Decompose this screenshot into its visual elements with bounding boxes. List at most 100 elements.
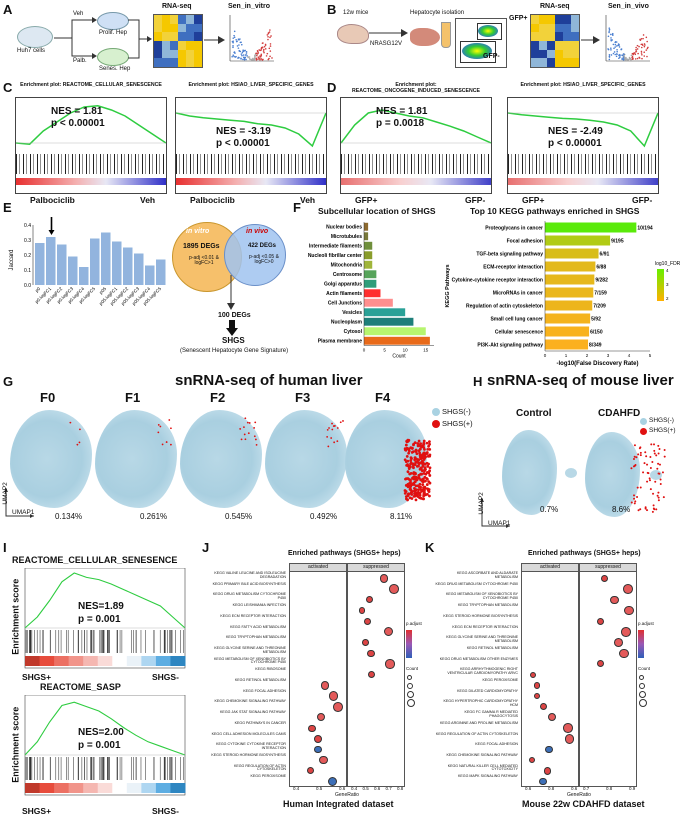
shgs-pos-cell xyxy=(426,447,430,451)
volcano-point xyxy=(632,58,634,60)
e-bar xyxy=(35,243,45,285)
volcano-point xyxy=(247,56,249,58)
heatmap-cell xyxy=(563,32,571,41)
shgs-pos-cell xyxy=(157,423,160,426)
kegg-bar xyxy=(545,261,596,272)
shgs-pos-cell xyxy=(248,422,251,424)
subcellular-label: Microtubules xyxy=(331,234,362,240)
volcano-point xyxy=(267,58,270,61)
heatmap-cell xyxy=(571,58,579,67)
gsea-title-1: Enrichment plot: HSIAO_LIVER_SPECIFIC_GE… xyxy=(188,82,314,88)
shgs-pos-cell xyxy=(653,443,656,446)
shgs-pos-cell xyxy=(414,488,417,492)
i-right-2: SHGS- xyxy=(152,806,179,816)
shgs-pos-cell xyxy=(663,455,666,458)
kegg-count-label: 5/92 xyxy=(591,316,601,322)
heatmap-cell xyxy=(194,40,202,50)
panelJ-dot xyxy=(333,701,343,712)
kegg-count-label: 9/195 xyxy=(611,238,624,244)
panelJ-pathway-label: KEGG PRIMARY BILE ACID BIOSYNTHESIS xyxy=(212,581,286,586)
e-bar xyxy=(68,256,78,285)
shgs-pos-cell xyxy=(420,489,424,493)
shgs-pos-cell xyxy=(412,475,416,479)
panelK-pathway-label: KEGG MAPK SIGNALING PATHWAY xyxy=(458,774,518,779)
shgs-pos-cell xyxy=(634,500,637,503)
volcano-point xyxy=(614,53,617,56)
shgs-pos-cell xyxy=(652,492,655,495)
volcano-point xyxy=(646,47,649,50)
shgs-pos-cell xyxy=(659,483,662,486)
volcano-point xyxy=(608,56,611,58)
shgs-pos-cell xyxy=(633,502,636,505)
panelK-pathway-label: KEGG ASCORBATE AND ALDARATE METABOLISM xyxy=(457,571,518,579)
panelK-pathway-label: KEGG HYPERTROPHIC CARDIOMYOPATHY HCM xyxy=(443,699,518,708)
subcellular-label: Nuclear bodies xyxy=(326,225,362,231)
shgs-pos-cell xyxy=(637,453,640,456)
legend-h-neg-dot xyxy=(640,418,647,425)
volcano-point xyxy=(623,53,625,56)
heatmap-cell xyxy=(170,32,178,41)
volcano-point xyxy=(237,38,240,40)
volcano-point xyxy=(608,28,611,31)
volcano-point xyxy=(237,47,240,49)
panelJ-dot xyxy=(367,649,375,657)
panelJ-xtick: 0.4 xyxy=(351,786,358,791)
volcano-point xyxy=(614,46,616,48)
volcano-point xyxy=(633,52,636,54)
volcano-point xyxy=(234,52,236,54)
panelK-dot xyxy=(564,733,575,744)
panelK-legend-gradient xyxy=(638,630,644,658)
shgs-pos-cell xyxy=(409,471,413,475)
shgs-pos-cell xyxy=(644,507,647,510)
umap-F1 xyxy=(95,410,177,508)
subcellular-bar-chart: Nuclear bodies Microtubules Intermediate f… xyxy=(308,222,434,360)
kegg-count-label: 8/349 xyxy=(589,342,602,348)
kegg-bar xyxy=(545,274,595,285)
gsea-left-label-1: Palbociclib xyxy=(190,195,235,205)
volcano-point xyxy=(253,57,256,60)
shgs-pos-cell xyxy=(417,488,420,492)
volcano-point xyxy=(262,50,265,52)
volcano-point xyxy=(626,58,628,61)
rank-gradient xyxy=(83,783,99,793)
arrow-nras xyxy=(369,29,408,37)
shgs-pos-cell xyxy=(342,420,344,422)
rank-gradient xyxy=(39,656,55,666)
volcano-point xyxy=(638,45,640,48)
panelJ-xtick: 0.4 xyxy=(293,786,300,791)
shgs-pos-cell xyxy=(645,455,648,458)
shgs-pos-cell xyxy=(633,444,636,447)
shgs-pos-cell xyxy=(421,462,425,466)
volcano-point xyxy=(264,43,267,46)
shgs-pos-cell xyxy=(416,442,420,445)
shgs-pos-cell xyxy=(653,452,656,455)
gsea-hit-bars-2 xyxy=(341,154,491,174)
pct-control: 0.7% xyxy=(540,505,559,514)
kegg-bar xyxy=(545,326,590,337)
shgs-pos-cell xyxy=(646,509,649,512)
shgs-pos-cell xyxy=(657,491,660,494)
kegg-label: PI3K-Akt signaling pathway xyxy=(477,342,543,348)
panelK-dot xyxy=(533,682,541,689)
legend-shgs-pos-dot xyxy=(432,420,440,428)
shgs-pos-cell xyxy=(642,471,645,474)
kegg-xtick: 0 xyxy=(544,353,547,358)
volcano-point xyxy=(254,55,256,58)
shgs-pos-cell xyxy=(422,443,426,446)
shgs-pos-cell xyxy=(653,449,656,452)
heatmap-cell xyxy=(162,32,170,41)
kegg-legend-gradient xyxy=(657,269,664,301)
volcano-point xyxy=(242,56,245,59)
shgs-pos-cell xyxy=(658,463,661,466)
gsea-right-label-3: GFP- xyxy=(632,195,653,205)
e-bar xyxy=(123,247,133,285)
panel-label-j: J xyxy=(202,540,210,555)
shgs-pos-cell xyxy=(408,481,411,485)
heatmap-cell xyxy=(194,32,202,41)
volcano-point xyxy=(639,38,641,41)
shgs-pos-cell xyxy=(427,444,430,448)
shgs-pos-cell xyxy=(168,419,171,421)
g-pct-F4: 8.11% xyxy=(390,512,413,521)
panelJ-dot xyxy=(363,617,371,625)
panelJ-pathway-label: KEGG CHEMOKINE SIGNALING PATHWAY xyxy=(214,699,286,704)
